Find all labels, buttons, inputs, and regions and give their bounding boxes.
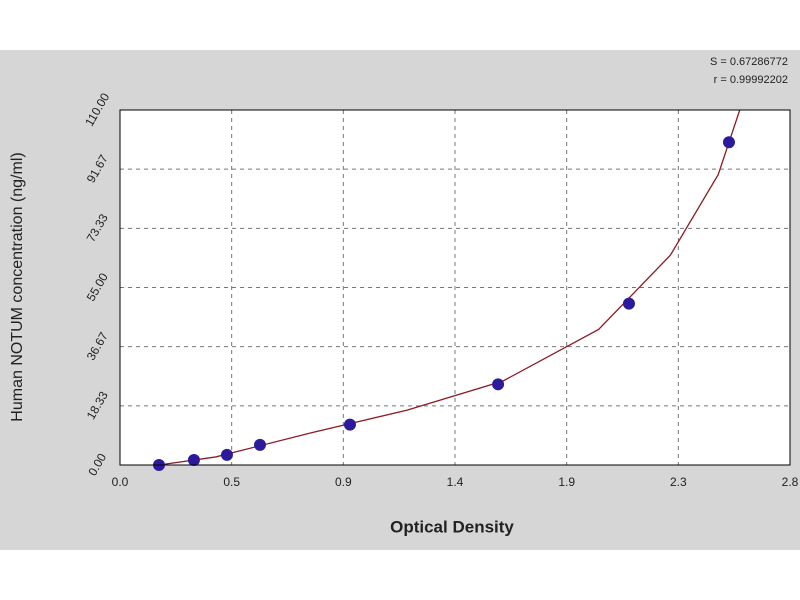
data-point xyxy=(492,378,505,391)
annotation: S = 0.67286772 xyxy=(710,56,788,68)
plot-border xyxy=(119,109,791,466)
x-tick-label: 2.3 xyxy=(670,475,687,489)
data-point xyxy=(343,418,356,431)
data-point xyxy=(722,136,735,149)
x-tick-label: 0.5 xyxy=(223,475,240,489)
x-tick-label: 1.4 xyxy=(447,475,464,489)
x-tick-label: 2.8 xyxy=(782,475,799,489)
data-point xyxy=(253,438,266,451)
annotation: r = 0.99992202 xyxy=(714,74,788,86)
data-point xyxy=(187,453,200,466)
x-tick-label: 0.0 xyxy=(112,475,129,489)
y-axis-label: Human NOTUM concentration (ng/ml) xyxy=(9,152,26,421)
x-tick-label: 1.9 xyxy=(558,475,575,489)
data-point xyxy=(220,448,233,461)
x-tick-label: 0.9 xyxy=(335,475,352,489)
data-point xyxy=(622,297,635,310)
x-axis-label: Optical Density xyxy=(390,517,514,536)
